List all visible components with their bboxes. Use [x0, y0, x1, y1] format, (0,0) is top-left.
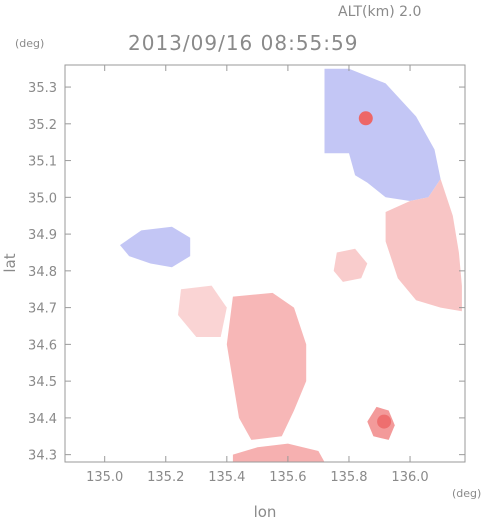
echo-core-strong-core-north: [358, 111, 373, 126]
altitude-label: ALT(km) 2.0: [338, 4, 421, 20]
y-tick-label: 34.9: [28, 228, 57, 243]
echo-cores: [358, 111, 392, 429]
y-tick-label: 35.1: [28, 155, 57, 170]
echo-core-strong-core-southeast: [377, 414, 392, 429]
x-tick-label: 135.8: [330, 470, 367, 485]
echo-region-west-receding-patch: [178, 285, 227, 337]
x-tick-label: 135.2: [147, 470, 184, 485]
y-tick-label: 35.2: [28, 118, 57, 133]
y-tick-label: 34.8: [28, 265, 57, 280]
y-axis-title: lat: [1, 253, 19, 272]
x-tick-label: 135.6: [269, 470, 306, 485]
echo-region-central-east-receding: [333, 248, 368, 282]
echo-region-central-receding-cluster: [226, 292, 307, 440]
y-tick-label: 34.5: [28, 375, 57, 390]
y-tick-label: 34.6: [28, 338, 57, 353]
y-tick-label: 35.3: [28, 81, 57, 96]
x-axis-unit: (deg): [452, 487, 481, 500]
echo-regions: [120, 68, 462, 462]
x-tick-label: 135.0: [86, 470, 123, 485]
x-axis-title: lon: [254, 503, 277, 521]
y-tick-label: 34.4: [28, 412, 57, 427]
y-tick-label: 34.7: [28, 302, 57, 317]
echo-region-west-approaching-cell: [120, 226, 191, 268]
echo-region-east-receding: [385, 179, 462, 312]
plot-frame: [64, 64, 466, 463]
echo-region-north-approaching: [324, 68, 441, 201]
y-axis-unit: (deg): [15, 37, 44, 50]
x-tick-label: 135.4: [208, 470, 245, 485]
axis-ticks: 135.0 135.2 135.4 135.6 135.8 136.0 34.3 34.4 34…: [28, 65, 465, 485]
y-tick-label: 34.3: [28, 449, 57, 464]
x-tick-label: 136.0: [391, 470, 428, 485]
y-tick-label: 35.0: [28, 191, 57, 206]
echo-region-south-edge-receding: [232, 443, 325, 462]
timestamp-title: 2013/09/16 08:55:59: [128, 31, 358, 55]
